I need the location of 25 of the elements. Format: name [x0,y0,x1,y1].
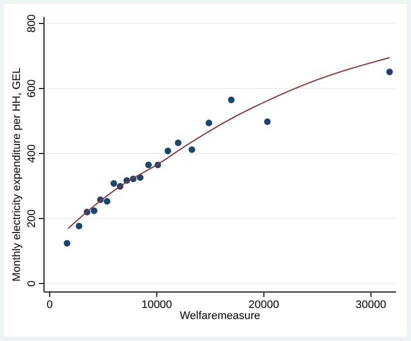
y-tick-label: 400 [26,144,38,163]
x-tick-label: 30000 [356,299,386,311]
y-tick-label: 200 [26,209,38,228]
x-tick-label: 0 [46,299,53,311]
point [164,148,172,154]
point [145,162,152,168]
point [90,207,98,214]
point [174,140,182,146]
y-tick-label: 0 [26,280,38,287]
x-tick-label: 10000 [141,299,172,311]
point [64,240,70,247]
line-series [67,57,390,230]
y-tick-label: 600 [26,79,38,98]
point [76,222,82,230]
y-tick-label: 800 [26,14,38,33]
x-tick-label: 20000 [248,299,280,311]
point [110,180,118,187]
point [386,68,393,76]
x-axis-title: Welfaremeasure [180,310,260,322]
point [188,146,196,153]
point [228,96,235,104]
y-axis-title: Monthly electricity expenditure per HH, GEL [11,68,23,282]
point [206,120,212,126]
point [104,198,110,205]
point [264,118,271,125]
